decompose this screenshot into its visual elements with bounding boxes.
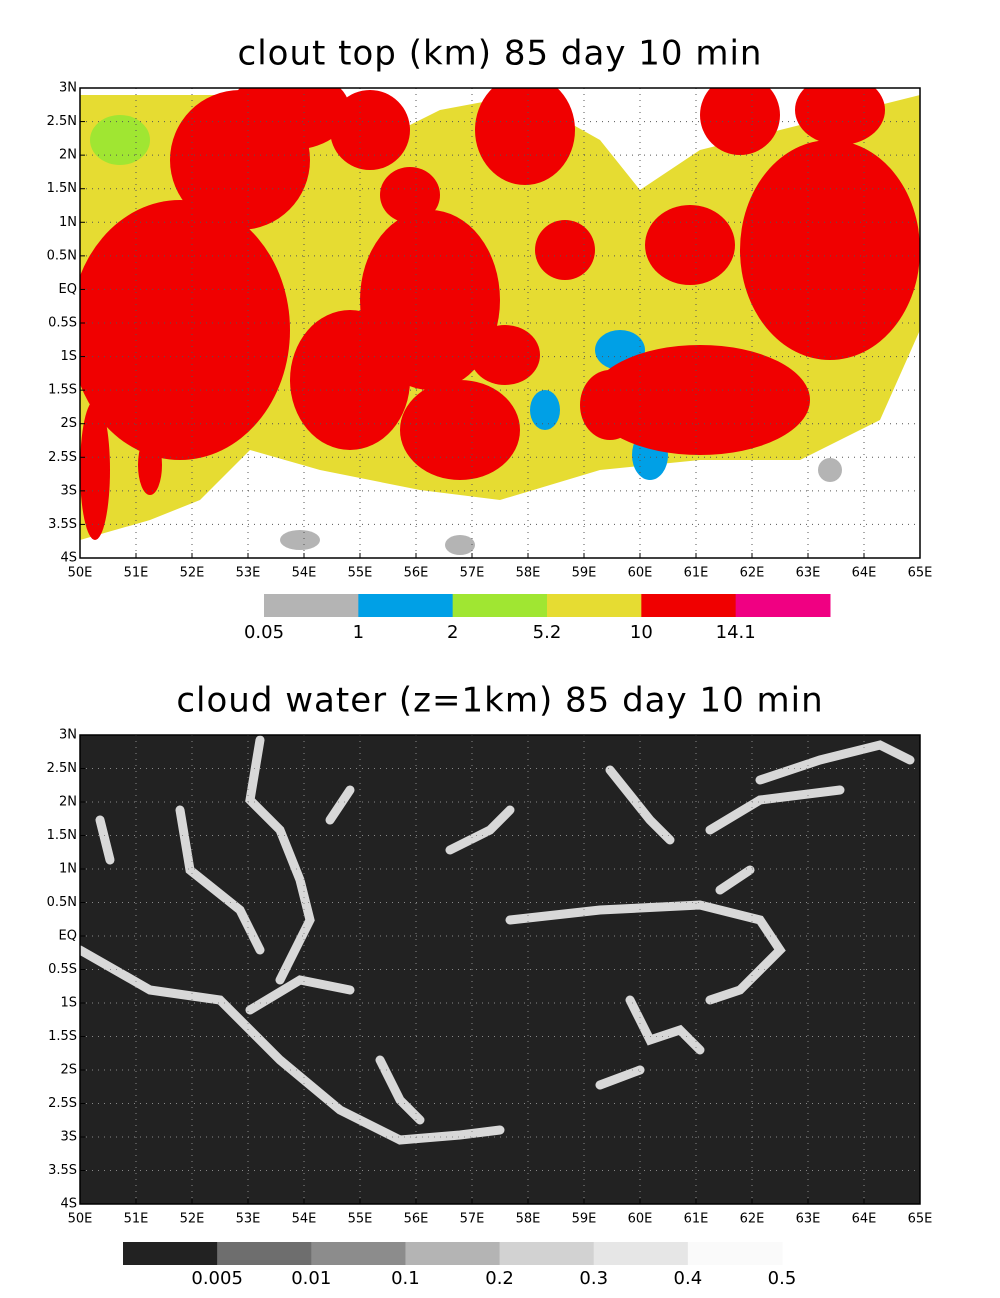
colorbar-label: 0.3 (579, 1268, 608, 1289)
x-tick-label: 60E (628, 566, 653, 581)
y-tick-label: 2.5N (47, 761, 77, 776)
colorbar-label: 5.2 (533, 622, 562, 643)
x-tick-label: 55E (348, 566, 373, 581)
x-tick-label: 54E (292, 566, 317, 581)
y-tick-label: 2S (60, 416, 77, 431)
y-tick-label: 1.5S (48, 1029, 77, 1044)
y-tick-label: 2.5S (48, 450, 77, 465)
colorbar-swatch (217, 1242, 312, 1265)
x-tick-label: 55E (348, 1212, 373, 1227)
x-tick-label: 63E (796, 1212, 821, 1227)
y-tick-label: 1.5N (47, 181, 77, 196)
y-tick-label: 2.5S (48, 1096, 77, 1111)
colorbar-swatch (593, 1242, 689, 1265)
x-tick-label: 63E (796, 566, 821, 581)
x-tick-label: 65E (908, 566, 933, 581)
colorbar-label: 2 (447, 622, 458, 643)
colorbar-swatch (687, 1242, 783, 1265)
y-tick-label: 3.5S (48, 1163, 77, 1178)
colorbar-label: 10 (630, 622, 653, 643)
colorbar-swatch (547, 594, 642, 617)
y-tick-label: 4S (60, 1197, 77, 1212)
y-tick-label: 2N (59, 148, 77, 163)
y-tick-label: EQ (59, 282, 77, 297)
y-tick-label: 3N (59, 81, 77, 96)
colorbar-label: 0.01 (291, 1268, 331, 1289)
x-tick-label: 61E (684, 566, 709, 581)
x-tick-label: 64E (852, 566, 877, 581)
colorbar-swatch (452, 594, 548, 617)
colorbar-label: 1 (353, 622, 364, 643)
panel-bottom: cloud water (z=1km) 85 day 10 min 50E 51E 5… (47, 681, 933, 1290)
x-tick-label: 57E (460, 1212, 485, 1227)
y-tick-label: 0.5S (48, 316, 77, 331)
panel-top: clout top (km) 85 day 10 min 50E 51E 52E 53E… (47, 34, 933, 644)
x-tick-label: 61E (684, 1212, 709, 1227)
colorbar-label: 0.05 (244, 622, 284, 643)
field-shading (80, 735, 915, 1145)
y-tick-label: 1S (60, 996, 77, 1011)
y-tick-label: 3N (59, 728, 77, 743)
y-tick-label: 1N (59, 215, 77, 230)
colorbar-swatch (358, 594, 454, 617)
x-tick-label: 50E (68, 1212, 93, 1227)
colorbar-swatch (123, 1242, 218, 1265)
y-tick-label: 3S (60, 483, 77, 498)
colorbar-label: 14.1 (716, 622, 756, 643)
panel-title: clout top (km) 85 day 10 min (238, 34, 763, 74)
y-tick-label: 2.5N (47, 114, 77, 129)
colorbar-label: 0.4 (674, 1268, 703, 1289)
plot-frame (79, 734, 921, 1205)
y-tick-label: 1.5N (47, 828, 77, 843)
x-tick-label: 52E (180, 566, 205, 581)
y-tick-label: 0.5N (47, 895, 77, 910)
x-tick-label: 62E (740, 566, 765, 581)
colorbar-label: 0.005 (191, 1268, 243, 1289)
y-tick-label: 2N (59, 795, 77, 810)
x-tick-label: 56E (404, 1212, 429, 1227)
colorbar-swatch (735, 594, 831, 617)
plot-frame (79, 87, 921, 559)
y-tick-label: EQ (59, 929, 77, 944)
colorbar-label: 0.2 (485, 1268, 514, 1289)
x-tick-label: 58E (516, 1212, 541, 1227)
y-tick-label: 2S (60, 1063, 77, 1078)
y-tick-label: 0.5S (48, 962, 77, 977)
y-tick-label: 0.5N (47, 248, 77, 263)
x-tick-label: 51E (124, 1212, 149, 1227)
x-tick-label: 51E (124, 566, 149, 581)
x-tick-label: 57E (460, 566, 485, 581)
colorbar-swatch (641, 594, 737, 617)
colorbar-label: 0.5 (768, 1268, 797, 1289)
y-tick-label: 3.5S (48, 517, 77, 532)
y-tick-label: 3S (60, 1130, 77, 1145)
y-tick-label: 4S (60, 551, 77, 566)
field-shading (80, 88, 920, 555)
x-tick-label: 56E (404, 566, 429, 581)
x-tick-label: 59E (572, 566, 597, 581)
x-tick-label: 65E (908, 1212, 933, 1227)
x-tick-label: 54E (292, 1212, 317, 1227)
y-tick-label: 1N (59, 862, 77, 877)
x-tick-label: 53E (236, 1212, 261, 1227)
x-tick-label: 53E (236, 566, 261, 581)
colorbar-label: 0.1 (391, 1268, 420, 1289)
x-tick-label: 50E (68, 566, 93, 581)
x-tick-label: 64E (852, 1212, 877, 1227)
x-tick-label: 60E (628, 1212, 653, 1227)
x-tick-label: 58E (516, 566, 541, 581)
x-tick-label: 62E (740, 1212, 765, 1227)
colorbar-swatch (264, 594, 359, 617)
y-tick-label: 1S (60, 349, 77, 364)
colorbar-swatch (499, 1242, 595, 1265)
colorbar-swatch (405, 1242, 501, 1265)
x-tick-label: 59E (572, 1212, 597, 1227)
panel-title: cloud water (z=1km) 85 day 10 min (176, 681, 823, 721)
y-tick-label: 1.5S (48, 383, 77, 398)
colorbar-swatch (311, 1242, 406, 1265)
x-tick-label: 52E (180, 1212, 205, 1227)
